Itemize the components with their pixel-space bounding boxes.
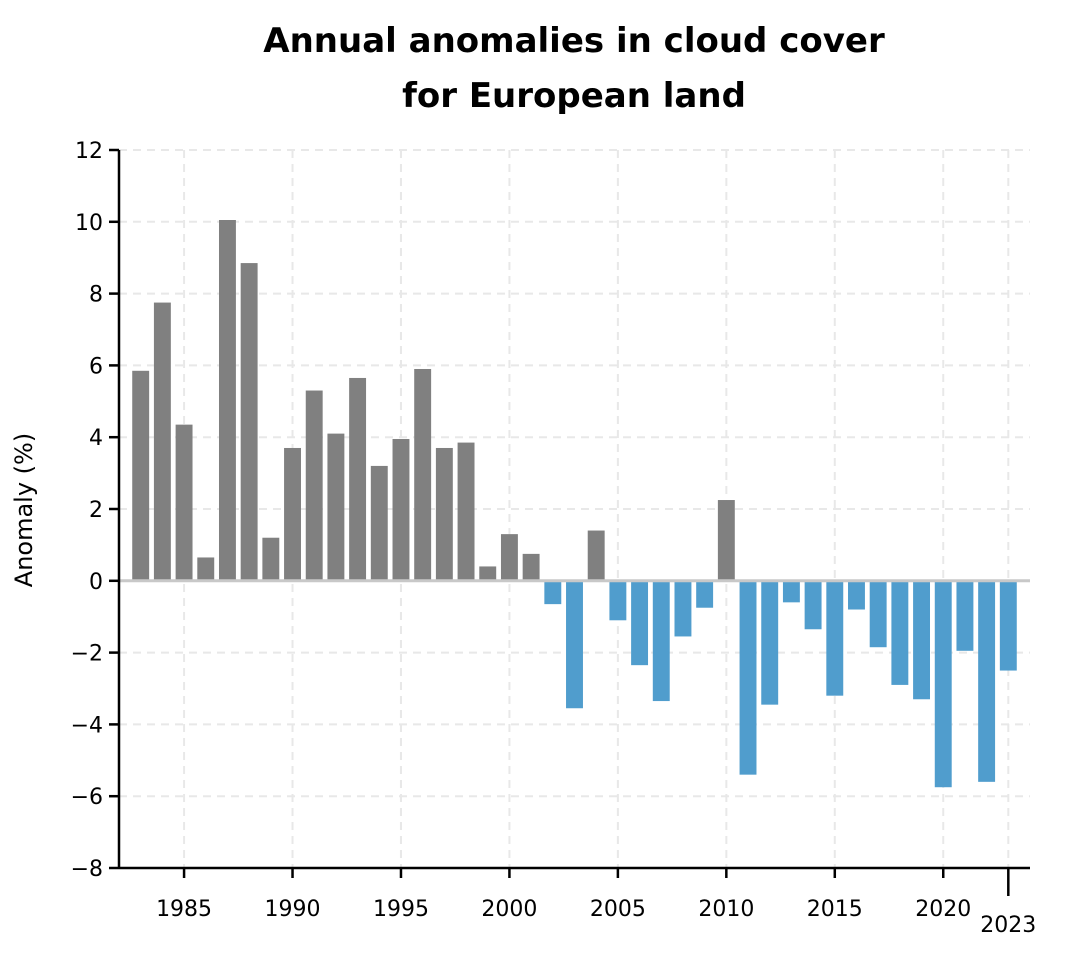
x-tick-label: 1990 bbox=[265, 897, 321, 922]
bar-2022 bbox=[978, 580, 996, 782]
bar-1989 bbox=[262, 537, 280, 581]
bar-2021 bbox=[956, 580, 974, 651]
x-tick-label: 1995 bbox=[373, 897, 429, 922]
bar-2014 bbox=[804, 580, 822, 630]
x-tick-label: 2005 bbox=[590, 897, 646, 922]
bar-2023 bbox=[999, 580, 1017, 671]
x-tick-label: 2000 bbox=[481, 897, 537, 922]
x-tick-label: 2015 bbox=[807, 897, 863, 922]
bar-1996 bbox=[414, 368, 432, 581]
bar-2015 bbox=[826, 580, 844, 696]
bar-1991 bbox=[305, 390, 323, 581]
bar-1995 bbox=[392, 438, 410, 581]
bar-2013 bbox=[782, 580, 800, 603]
bar-2008 bbox=[674, 580, 692, 637]
bar-2018 bbox=[891, 580, 909, 685]
bar-2002 bbox=[544, 580, 562, 605]
y-tick-label: −2 bbox=[71, 642, 103, 667]
bar-2016 bbox=[848, 580, 865, 610]
x-ticks: 1985 1990 1995 2000 2005 2010 2015 2020 2023 bbox=[156, 868, 1036, 938]
x-tick-label: 1985 bbox=[156, 897, 212, 922]
bar-2017 bbox=[869, 580, 887, 648]
x-tick-label: 2020 bbox=[915, 897, 971, 922]
y-tick-label: 8 bbox=[89, 283, 103, 308]
bar-2020 bbox=[934, 580, 952, 788]
bar-1999 bbox=[479, 566, 497, 581]
bar-2005 bbox=[609, 580, 627, 621]
bar-2010 bbox=[717, 500, 735, 581]
bar-2009 bbox=[696, 580, 714, 608]
x-tick-label: 2010 bbox=[698, 897, 754, 922]
y-tick-label: 4 bbox=[89, 426, 103, 451]
y-ticks: −8 −6 −4 −2 0 2 4 6 8 10 12 bbox=[71, 139, 119, 882]
bar-1986 bbox=[197, 557, 215, 581]
bar-2006 bbox=[631, 580, 649, 666]
bar-1993 bbox=[349, 377, 367, 581]
y-axis-label: Anomaly (%) bbox=[10, 433, 38, 587]
bar-1985 bbox=[175, 424, 193, 581]
bar-1988 bbox=[240, 263, 258, 581]
y-tick-label: 10 bbox=[75, 211, 103, 236]
bar-2003 bbox=[566, 580, 583, 709]
y-tick-label: 12 bbox=[75, 139, 103, 164]
bar-2007 bbox=[652, 580, 670, 702]
y-tick-label: −6 bbox=[71, 785, 103, 810]
bar-1987 bbox=[218, 220, 236, 581]
y-tick-label: 6 bbox=[89, 354, 103, 379]
bar-1983 bbox=[132, 370, 150, 581]
bar-2001 bbox=[522, 553, 540, 581]
x-tick-label-2023: 2023 bbox=[980, 913, 1036, 938]
bar-2000 bbox=[500, 534, 518, 581]
bar-1994 bbox=[370, 465, 388, 581]
chart-title-line-2: for European land bbox=[402, 76, 746, 116]
bar-2011 bbox=[739, 580, 757, 775]
bar-1984 bbox=[153, 302, 171, 581]
bar-1990 bbox=[284, 447, 301, 581]
y-tick-label: 2 bbox=[89, 498, 103, 523]
bars bbox=[132, 220, 1017, 788]
y-tick-label: −8 bbox=[71, 857, 103, 882]
bar-2004 bbox=[587, 530, 605, 581]
bar-2019 bbox=[913, 580, 931, 700]
chart-title-line-1: Annual anomalies in cloud cover bbox=[263, 21, 885, 61]
bar-1998 bbox=[457, 442, 475, 581]
bar-1997 bbox=[435, 447, 453, 581]
y-tick-label: −4 bbox=[71, 713, 103, 738]
bar-2012 bbox=[761, 580, 779, 705]
bar-1992 bbox=[327, 433, 345, 581]
y-tick-label: 0 bbox=[89, 570, 103, 595]
